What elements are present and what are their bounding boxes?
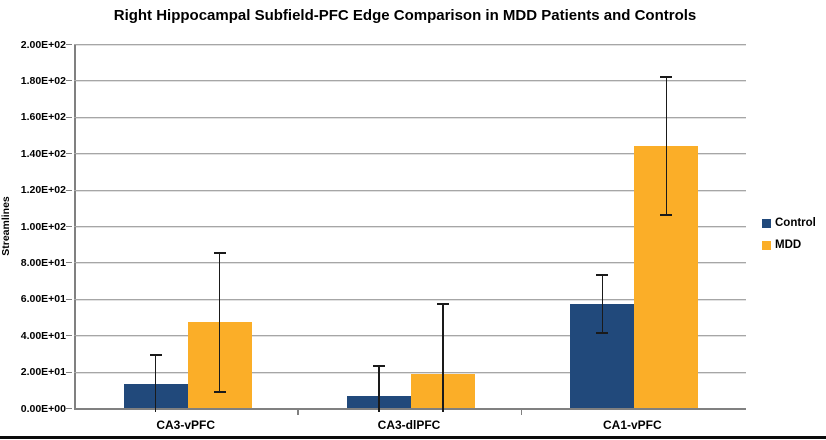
gridline — [74, 371, 746, 373]
gridline — [74, 226, 746, 227]
y-tick-mark — [66, 189, 72, 191]
error-bar-cap-bottom — [660, 214, 673, 217]
y-tick-label: 4.00E+01 — [20, 329, 66, 342]
plot-area — [74, 44, 746, 412]
x-category-label: CA3-vPFC — [156, 418, 215, 432]
y-tick-label: 6.00E+01 — [20, 293, 66, 306]
y-tick-label: 2.00E+01 — [20, 366, 66, 379]
error-bar-cap-top — [437, 303, 449, 306]
y-tick-label: 1.80E+02 — [20, 74, 66, 87]
gridline — [74, 80, 746, 82]
y-tick-mark — [66, 80, 72, 82]
error-bar-line — [218, 253, 221, 392]
error-bar-line — [378, 366, 380, 412]
y-tick-mark — [66, 44, 72, 45]
legend-item-control: Control — [762, 217, 816, 229]
x-category-label: CA3-dlPFC — [377, 418, 441, 432]
gridline — [74, 189, 746, 191]
error-bar-cap-top — [660, 75, 673, 78]
error-bar-cap-bottom — [596, 332, 609, 335]
y-tick-mark — [66, 335, 72, 337]
legend: Control MDD — [762, 217, 816, 261]
x-category-label: CA1-vPFC — [602, 418, 662, 432]
error-bar-cap-top — [213, 252, 226, 255]
y-tick-label: 8.00E+01 — [20, 256, 66, 269]
legend-label-mdd: MDD — [775, 239, 802, 251]
control-swatch-icon — [762, 218, 771, 228]
y-tick-label: 1.00E+02 — [20, 220, 66, 233]
chart-title: Right Hippocampal Subfield-PFC Edge Comp… — [113, 7, 697, 24]
error-bar-line — [665, 76, 668, 216]
error-bar-cap-top — [149, 354, 162, 357]
legend-label-control: Control — [775, 217, 816, 229]
gridline — [74, 335, 746, 337]
bottom-border-line — [0, 436, 826, 439]
legend-item-mdd: MDD — [762, 239, 816, 251]
y-tick-mark — [66, 408, 72, 409]
y-tick-mark — [66, 116, 72, 118]
error-bar-line — [442, 304, 444, 412]
y-tick-label: 1.20E+02 — [20, 184, 66, 197]
y-tick-mark — [66, 262, 72, 264]
gridline — [74, 298, 746, 300]
gridline — [74, 116, 746, 118]
error-bar-cap-top — [596, 274, 609, 277]
gridline — [74, 262, 746, 264]
y-tick-mark — [66, 298, 72, 300]
error-bar-line — [154, 355, 157, 412]
error-bar-cap-top — [373, 365, 385, 368]
x-tick-mark — [297, 410, 299, 415]
gridline — [74, 44, 746, 45]
gridline — [74, 153, 746, 155]
error-bar-cap-bottom — [213, 390, 226, 393]
y-tick-label: 1.40E+02 — [20, 147, 66, 160]
y-tick-label: 1.60E+02 — [20, 111, 66, 124]
y-tick-mark — [66, 153, 72, 155]
y-tick-mark — [66, 371, 72, 373]
y-tick-label: 0.00E+00 — [20, 402, 66, 415]
error-bar-line — [601, 275, 604, 334]
y-tick-label: 2.00E+02 — [20, 38, 66, 51]
y-tick-mark — [66, 226, 72, 227]
x-tick-mark — [520, 410, 523, 415]
mdd-swatch-icon — [762, 240, 771, 250]
